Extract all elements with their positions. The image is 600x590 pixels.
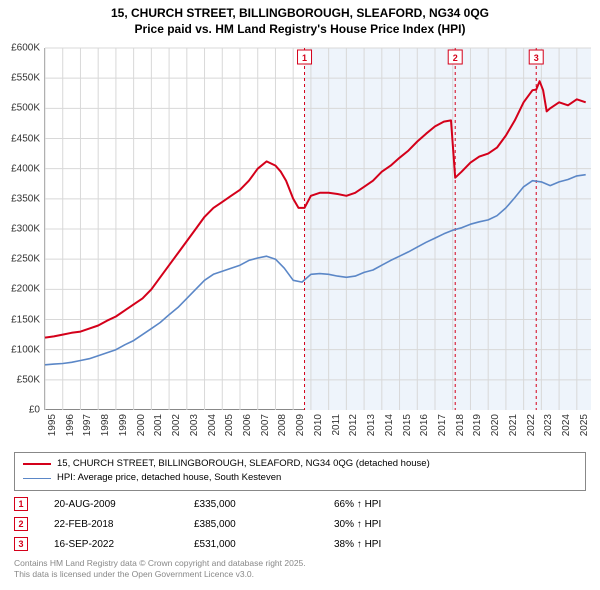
plot-svg: 1 2 3 [45,48,591,410]
sale-pct: 38% ↑ HPI [334,539,474,550]
y-tick-label: £350K [0,193,40,204]
x-tick-label: 2002 [171,414,182,436]
sale-row: 2 22-FEB-2018£385,00030% ↑ HPI [14,514,474,534]
x-tick-label: 2003 [189,414,200,436]
sales-table: 1 20-AUG-2009£335,00066% ↑ HPI 2 22-FEB-201… [14,494,474,554]
y-tick-label: £550K [0,73,40,84]
x-tick-label: 2010 [313,414,324,436]
x-tick-label: 2024 [561,414,572,436]
x-tick-label: 1995 [47,414,58,436]
title-line-1: 15, CHURCH STREET, BILLINGBOROUGH, SLEAF… [0,6,600,22]
x-tick-label: 2013 [366,414,377,436]
x-tick-label: 2022 [526,414,537,436]
x-tick-label: 1997 [82,414,93,436]
y-tick-label: £50K [0,374,40,385]
x-tick-label: 2017 [437,414,448,436]
footer-line-2: This data is licensed under the Open Gov… [14,569,306,580]
x-tick-label: 2016 [419,414,430,436]
x-tick-label: 1999 [118,414,129,436]
title-line-2: Price paid vs. HM Land Registry's House … [0,22,600,38]
legend-swatch-price [23,463,51,465]
x-tick-label: 2020 [490,414,501,436]
legend-label-price: 15, CHURCH STREET, BILLINGBOROUGH, SLEAF… [57,457,430,471]
x-tick-label: 2021 [508,414,519,436]
y-tick-label: £500K [0,103,40,114]
y-tick-label: £150K [0,314,40,325]
chart-container: 15, CHURCH STREET, BILLINGBOROUGH, SLEAF… [0,0,600,590]
y-tick-label: £200K [0,284,40,295]
y-tick-label: £250K [0,254,40,265]
legend-swatch-hpi [23,478,51,480]
x-tick-label: 2025 [579,414,590,436]
x-tick-label: 2014 [384,414,395,436]
x-tick-label: 2006 [242,414,253,436]
sale-pct: 30% ↑ HPI [334,519,474,530]
y-tick-label: £600K [0,43,40,54]
legend-row-price: 15, CHURCH STREET, BILLINGBOROUGH, SLEAF… [23,457,577,471]
x-tick-label: 2018 [455,414,466,436]
footer: Contains HM Land Registry data © Crown c… [14,558,306,580]
x-tick-label: 2012 [348,414,359,436]
svg-text:2: 2 [453,53,458,63]
x-tick-label: 1996 [65,414,76,436]
sale-price: £385,000 [194,519,334,530]
x-tick-label: 2015 [402,414,413,436]
sale-date: 16-SEP-2022 [54,539,194,550]
sale-row: 1 20-AUG-2009£335,00066% ↑ HPI [14,494,474,514]
x-tick-label: 2005 [224,414,235,436]
sale-marker-box: 2 [14,517,28,531]
sale-date: 20-AUG-2009 [54,499,194,510]
sale-marker-box: 3 [14,537,28,551]
x-tick-label: 2019 [472,414,483,436]
plot-area: 1 2 3 [44,48,590,410]
svg-text:1: 1 [302,53,307,63]
sale-price: £335,000 [194,499,334,510]
y-tick-label: £450K [0,133,40,144]
x-tick-label: 2023 [543,414,554,436]
y-tick-label: £400K [0,163,40,174]
x-tick-label: 2000 [136,414,147,436]
sale-pct: 66% ↑ HPI [334,499,474,510]
sale-row: 3 16-SEP-2022£531,00038% ↑ HPI [14,534,474,554]
legend-label-hpi: HPI: Average price, detached house, Sout… [57,471,281,485]
x-tick-label: 2011 [331,414,342,436]
y-tick-label: £0 [0,405,40,416]
legend-row-hpi: HPI: Average price, detached house, Sout… [23,471,577,485]
legend: 15, CHURCH STREET, BILLINGBOROUGH, SLEAF… [14,452,586,491]
chart-title: 15, CHURCH STREET, BILLINGBOROUGH, SLEAF… [0,0,600,37]
sale-date: 22-FEB-2018 [54,519,194,530]
y-tick-label: £100K [0,344,40,355]
x-tick-label: 1998 [100,414,111,436]
x-tick-label: 2001 [153,414,164,436]
sale-price: £531,000 [194,539,334,550]
x-tick-label: 2008 [277,414,288,436]
x-tick-label: 2004 [207,414,218,436]
x-tick-label: 2007 [260,414,271,436]
footer-line-1: Contains HM Land Registry data © Crown c… [14,558,306,569]
svg-text:3: 3 [534,53,539,63]
y-tick-label: £300K [0,224,40,235]
sale-marker-box: 1 [14,497,28,511]
x-tick-label: 2009 [295,414,306,436]
